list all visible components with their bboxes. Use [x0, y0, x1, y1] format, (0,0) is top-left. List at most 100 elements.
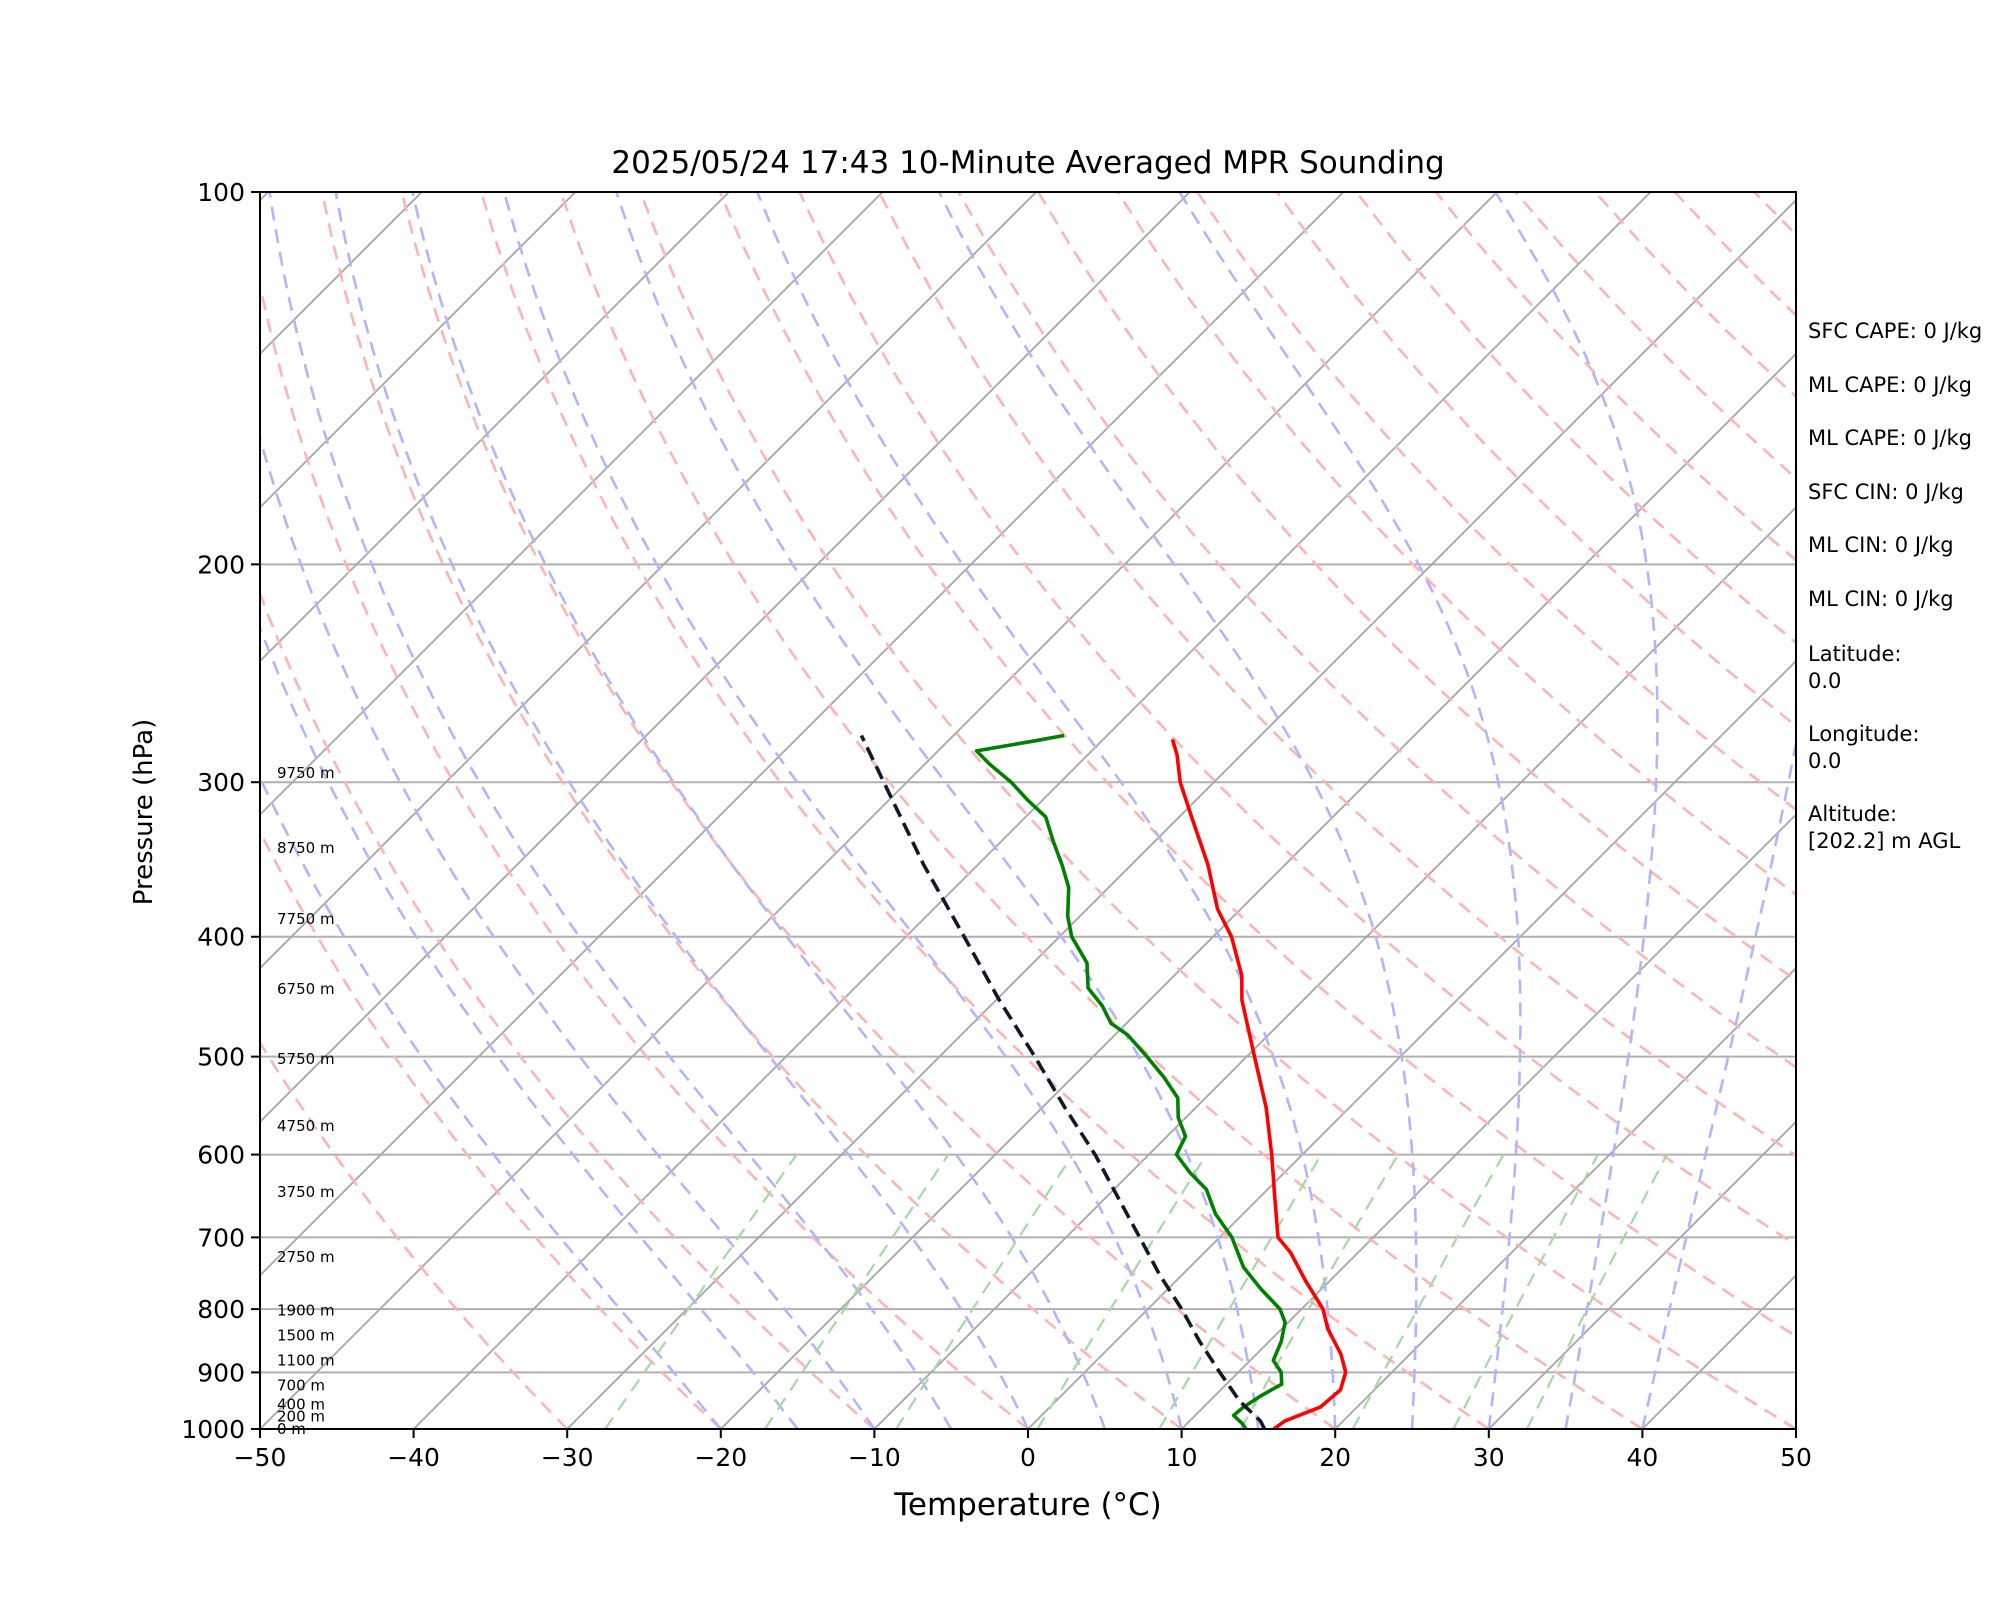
dry-adiabat-line: [957, 192, 1796, 1069]
axis-ticks: −50 −40 −30 −20 −10 0 10 20 30 40 50 100 200 300 400 50…: [181, 178, 1812, 1472]
isotherm-line: [1180, 813, 1796, 1429]
height-label: 7750 m: [277, 910, 335, 928]
parcel-profile-line: [859, 734, 1267, 1429]
y-tick-label: 400: [197, 923, 245, 952]
moist-adiabat-line: [937, 192, 1418, 1429]
dry-adiabat-line: [260, 828, 722, 1429]
moist-adiabat-line: [1494, 192, 1659, 1429]
height-label: 200 m: [277, 1407, 325, 1425]
y-tick-label: 700: [197, 1223, 245, 1252]
isotherm-line: [873, 506, 1796, 1429]
dry-adiabat-line: [320, 192, 1183, 1429]
annotation-text: ML CIN: 0 J/kg: [1808, 533, 1954, 557]
isotherm-line: [412, 192, 1652, 1429]
dry-adiabat-line: [718, 192, 1796, 1338]
annotation-text: Altitude:: [1808, 802, 1897, 826]
y-axis-label: Pressure (hPa): [129, 719, 159, 906]
dry-adiabat-line: [639, 192, 1796, 1429]
x-tick-label: 40: [1626, 1443, 1658, 1472]
moist-adiabat-line: [268, 192, 953, 1429]
y-tick-label: 500: [197, 1043, 245, 1072]
dewpoint-profile-line: [974, 733, 1287, 1429]
dry-adiabat-line: [1275, 192, 1796, 728]
moist-adiabat-line: [1641, 736, 1796, 1429]
x-tick-label: −20: [694, 1443, 747, 1472]
isotherm-line: [260, 192, 1498, 1429]
mixing-ratio-line: [604, 1153, 798, 1429]
mixing-ratio-line: [895, 1153, 1074, 1429]
annotation-text: ML CAPE: 0 J/kg: [1808, 426, 1972, 450]
height-label: 0 m: [277, 1420, 306, 1438]
background-lines: [0, 192, 1796, 1429]
x-tick-label: 30: [1473, 1443, 1505, 1472]
moist-adiabat-line: [260, 624, 799, 1429]
dry-adiabat-line: [260, 279, 1029, 1429]
mixing-ratio-line: [1526, 1154, 1668, 1429]
x-tick-label: −30: [541, 1443, 594, 1472]
annotation-text: SFC CIN: 0 J/kg: [1808, 480, 1964, 504]
annotation-text: [202.2] m AGL: [1808, 829, 1961, 853]
height-label: 3750 m: [277, 1183, 335, 1201]
height-label: 8750 m: [277, 839, 335, 857]
moist-adiabat-line: [411, 192, 1107, 1429]
height-label: 1100 m: [277, 1351, 335, 1369]
height-label: 5750 m: [277, 1050, 335, 1068]
moist-adiabat-line: [334, 192, 1030, 1429]
isotherm-line: [0, 192, 115, 1429]
dry-adiabat-line: [480, 192, 1490, 1429]
dry-adiabat-line: [260, 1040, 569, 1429]
mixing-ratio-line: [1036, 1154, 1208, 1429]
isotherm-line: [260, 192, 1191, 1124]
x-tick-label: −10: [848, 1443, 901, 1472]
plot-frame: [259, 191, 1797, 1430]
height-label: 700 m: [277, 1376, 325, 1394]
dry-adiabat-line: [260, 590, 876, 1429]
isotherm-line: [260, 192, 1037, 970]
x-tick-label: 20: [1319, 1443, 1351, 1472]
isotherm-line: [1334, 966, 1796, 1429]
moist-adiabat-line: [502, 192, 1183, 1429]
isotherm-line: [566, 198, 1796, 1429]
y-tick-label: 900: [197, 1358, 245, 1387]
x-tick-label: 50: [1780, 1443, 1812, 1472]
height-label: 4750 m: [277, 1117, 335, 1135]
sounding-annotations: SFC CAPE: 0 J/kg ML CAPE: 0 J/kg ML CAPE: …: [1808, 319, 1982, 853]
y-tick-label: 800: [197, 1295, 245, 1324]
y-tick-label: 300: [197, 768, 245, 797]
y-tick-label: 600: [197, 1141, 245, 1170]
height-label: 1900 m: [277, 1301, 335, 1319]
isotherm-line: [720, 352, 1796, 1429]
moist-adiabat-line: [755, 192, 1337, 1429]
moist-adiabat-line: [1178, 192, 1522, 1429]
isotherm-line: [260, 192, 577, 509]
annotation-text: Latitude:: [1808, 642, 1902, 666]
isotherm-line: [1027, 659, 1796, 1429]
dry-adiabat-line: [877, 192, 1796, 1158]
isotherm-line: [260, 192, 884, 816]
dry-adiabat-line: [798, 192, 1796, 1247]
x-tick-label: −40: [387, 1443, 440, 1472]
dry-adiabat-line: [559, 192, 1644, 1429]
isotherm-line: [1488, 1120, 1796, 1429]
annotation-text: Longitude:: [1808, 722, 1920, 746]
dry-adiabat-line: [1037, 192, 1796, 982]
mixing-ratio-line: [1452, 1154, 1599, 1429]
x-axis-label: Temperature (°C): [893, 1487, 1162, 1523]
profile-lines: [859, 733, 1348, 1429]
height-label: 400 m: [277, 1395, 325, 1413]
height-label: 6750 m: [277, 980, 335, 998]
height-label: 1500 m: [277, 1326, 335, 1344]
x-tick-label: 10: [1166, 1443, 1198, 1472]
moist-adiabat-line: [615, 192, 1260, 1429]
y-tick-label: 1000: [181, 1415, 245, 1444]
y-tick-label: 100: [197, 178, 245, 207]
y-tick-label: 200: [197, 550, 245, 579]
isotherm-line: [260, 192, 730, 663]
annotation-text: 0.0: [1808, 669, 1841, 693]
annotation-text: ML CAPE: 0 J/kg: [1808, 373, 1972, 397]
annotation-text: 0.0: [1808, 749, 1841, 773]
height-label: 2750 m: [277, 1248, 335, 1266]
x-tick-label: 0: [1020, 1443, 1036, 1472]
